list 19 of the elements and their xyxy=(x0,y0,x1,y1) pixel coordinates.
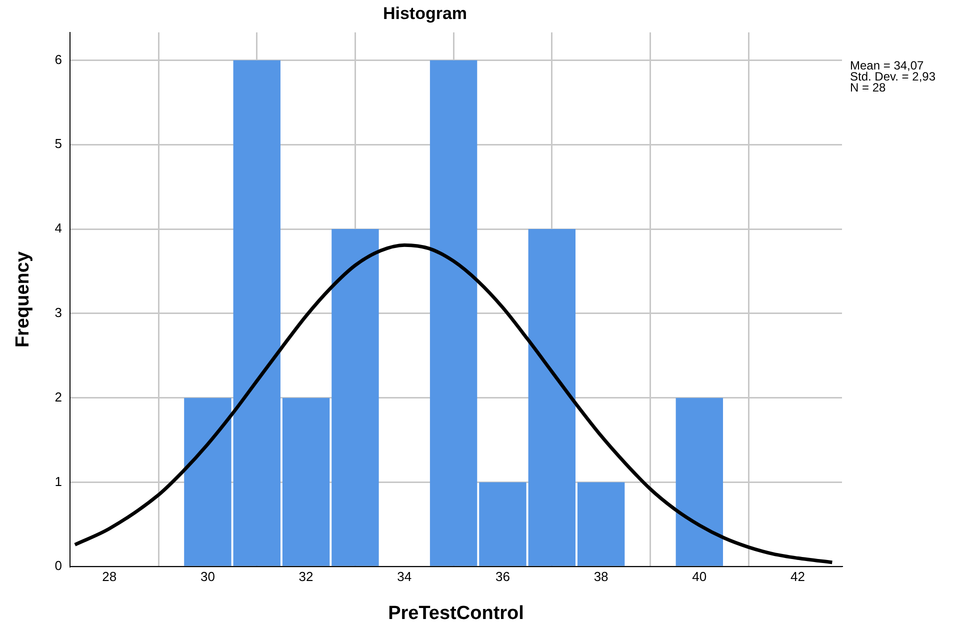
y-tick-label: 0 xyxy=(54,558,62,574)
line-series xyxy=(73,243,834,564)
x-tick-label: 36 xyxy=(495,568,510,584)
y-tick-label: 2 xyxy=(54,389,62,404)
y-tick-label: 6 xyxy=(54,52,62,67)
x-tick-label: 38 xyxy=(594,568,608,584)
x-tick-label: 30 xyxy=(200,568,215,584)
x-tick-label: 42 xyxy=(790,568,805,584)
chart-title: Histogram xyxy=(382,4,468,23)
x-tick-label: 32 xyxy=(298,568,314,584)
y-axis-title: Frequency xyxy=(12,251,34,348)
x-tick-label: 28 xyxy=(102,568,117,584)
y-tick-label: 3 xyxy=(54,305,62,320)
x-axis-title: PreTestControl xyxy=(388,602,524,624)
y-tick-label: 1 xyxy=(54,474,62,489)
x-tick-label: 34 xyxy=(397,568,412,584)
y-tick-label: 5 xyxy=(54,136,62,152)
x-tick-label: 40 xyxy=(692,568,707,584)
y-tick-label: 4 xyxy=(54,220,62,236)
